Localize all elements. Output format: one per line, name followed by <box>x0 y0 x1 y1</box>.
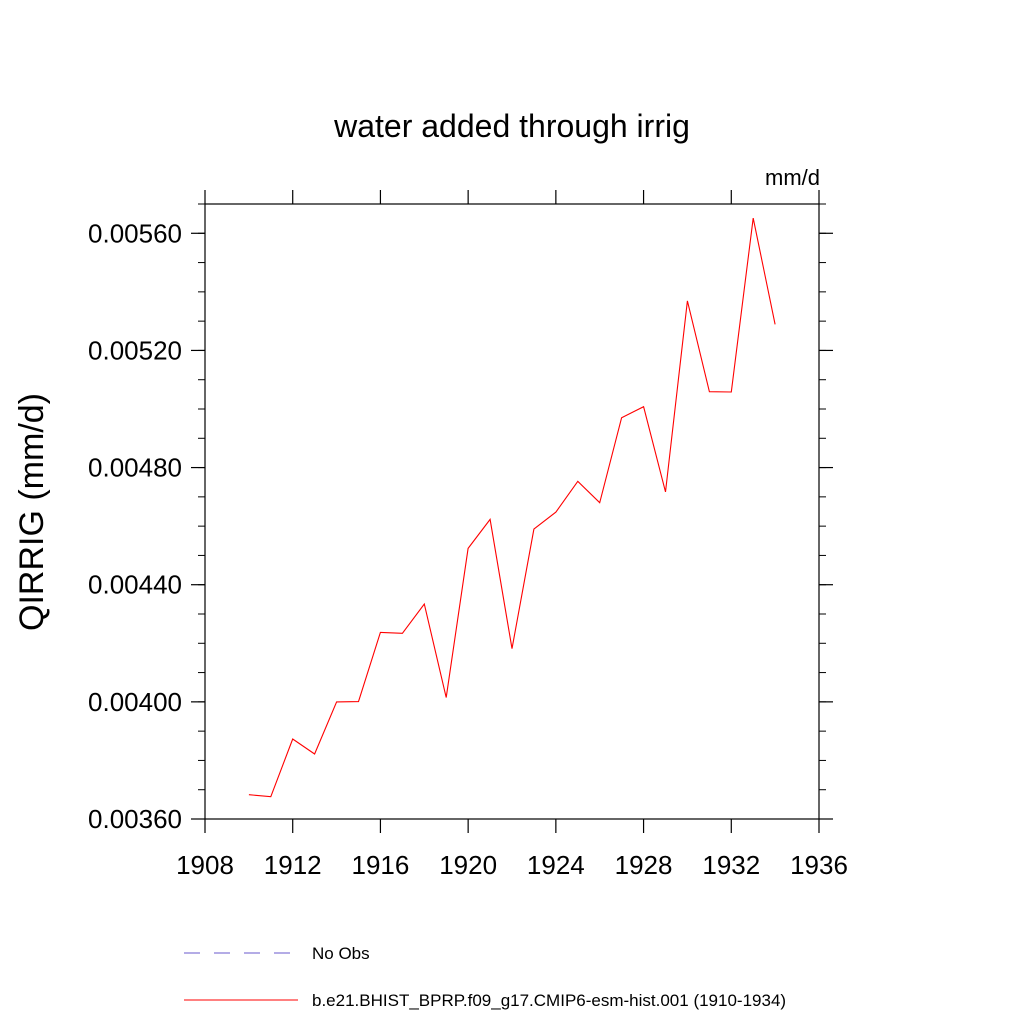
x-tick-label: 1908 <box>176 850 234 880</box>
y-tick-label: 0.00400 <box>88 687 182 717</box>
y-axis-label: QIRRIG (mm/d) <box>13 393 51 631</box>
data-point <box>621 417 622 418</box>
minor-ticks <box>198 203 826 820</box>
x-tick-label: 1936 <box>790 850 848 880</box>
data-point <box>248 794 249 795</box>
x-tick-label: 1920 <box>439 850 497 880</box>
x-tick-label: 1924 <box>527 850 585 880</box>
data-point <box>358 701 359 702</box>
series-line <box>248 217 776 798</box>
data-point <box>402 633 403 634</box>
x-axis: 1908 1912 1916 1920 1924 1928 1932 1936 <box>176 190 848 880</box>
x-tick-label: 1916 <box>352 850 410 880</box>
data-point <box>731 391 732 392</box>
y-tick-label: 0.00480 <box>88 453 182 483</box>
plot-frame <box>204 203 820 820</box>
data-point <box>665 491 666 492</box>
legend-label: No Obs <box>312 944 370 963</box>
units-label: mm/d <box>765 165 820 190</box>
chart-title: water added through irrig <box>333 108 690 144</box>
y-tick-label: 0.00440 <box>88 570 182 600</box>
data-point <box>643 406 644 407</box>
y-tick-label: 0.00560 <box>88 218 182 248</box>
x-tick-label: 1932 <box>702 850 760 880</box>
x-tick-label: 1928 <box>615 850 673 880</box>
legend-label: b.e21.BHIST_BPRP.f09_g17.CMIP6-esm-hist.… <box>312 991 786 1010</box>
data-point <box>380 632 381 633</box>
y-tick-label: 0.00360 <box>88 804 182 834</box>
data-point <box>468 548 469 549</box>
data-point <box>489 519 490 520</box>
legend: No Obs b.e21.BHIST_BPRP.f09_g17.CMIP6-esm… <box>184 944 786 1010</box>
data-point <box>775 324 776 325</box>
data-point <box>292 738 293 739</box>
data-point <box>314 753 315 754</box>
data-point <box>446 697 447 698</box>
x-tick-label: 1912 <box>264 850 322 880</box>
plot-border <box>204 203 820 820</box>
data-point <box>511 648 512 649</box>
data-point <box>599 502 600 503</box>
y-tick-label: 0.00520 <box>88 335 182 365</box>
y-axis: 0.00360 0.00400 0.00440 0.00480 0.00520 0.005… <box>88 218 833 834</box>
data-point <box>270 796 271 797</box>
data-point <box>687 300 688 301</box>
data-point <box>336 701 337 702</box>
data-point <box>533 528 534 529</box>
data-point <box>555 511 556 512</box>
data-point <box>709 391 710 392</box>
series-layer <box>248 217 776 798</box>
data-point <box>577 481 578 482</box>
data-point <box>424 603 425 604</box>
data-point <box>753 217 754 218</box>
